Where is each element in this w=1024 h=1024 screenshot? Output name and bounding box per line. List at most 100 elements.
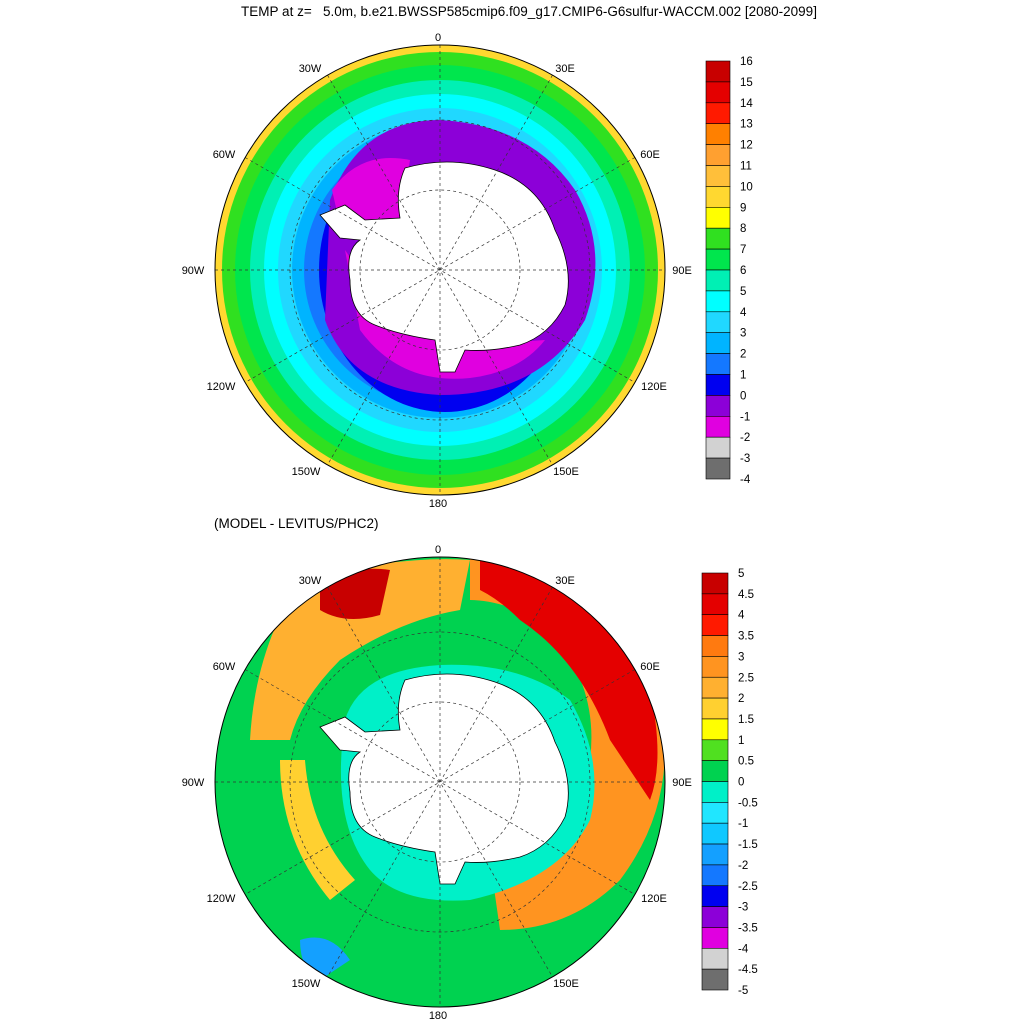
- top-colorbar-swatch: [705, 290, 731, 313]
- lon-label: 150W: [292, 466, 321, 478]
- lon-label: 0: [435, 32, 441, 44]
- top-meridians: [215, 45, 665, 495]
- top-colorbar-label: 0: [740, 390, 746, 402]
- top-colorbar-label: 7: [740, 244, 746, 256]
- bottom-colorbar-label: 4.5: [738, 589, 754, 601]
- top-colorbar-swatch: [705, 207, 731, 229]
- top-colorbar-label: -1: [740, 411, 750, 423]
- bottom-colorbar-label: 2: [738, 693, 744, 705]
- bottom-colorbar-label: -3.5: [738, 922, 758, 934]
- lon-label: 120E: [641, 381, 667, 393]
- figure-title: TEMP at z= 5.0m, b.e21.BWSSP585cmip6.f09…: [241, 4, 817, 19]
- top-colorbar-swatch: [705, 436, 731, 459]
- top-colorbar-label: 4: [740, 307, 747, 319]
- lon-label: 90E: [672, 777, 692, 789]
- lon-label: 90W: [182, 777, 205, 789]
- bottom-colorbar-swatch: [701, 864, 729, 887]
- bottom-colorbar-label: 0.5: [738, 756, 754, 768]
- lon-label: 120E: [641, 893, 667, 905]
- top-colorbar-label: 10: [740, 181, 753, 193]
- bottom-colorbar-label: 1: [738, 735, 744, 747]
- bottom-lat-circle: [359, 701, 521, 863]
- bottom-colorbar-swatch: [701, 885, 729, 907]
- bottom-colorbar-label: 2.5: [738, 672, 754, 684]
- top-colorbar-label: 13: [740, 119, 753, 131]
- bottom-lon-labels: 0 30E 60E 90E 120E 150E 180 150W 120W 90…: [182, 544, 692, 1022]
- bottom-colorbar-swatch: [701, 822, 729, 845]
- top-colorbar-label: 5: [740, 286, 746, 298]
- lon-label: 30W: [299, 63, 322, 75]
- lon-label: 150E: [553, 466, 579, 478]
- lon-label: 60E: [640, 661, 660, 673]
- top-colorbar-label: 8: [740, 223, 746, 235]
- lon-label: 60W: [213, 149, 236, 161]
- bottom-colorbar-swatch: [701, 635, 729, 657]
- top-lat-circle: [359, 189, 521, 351]
- bottom-colorbar-swatch: [701, 718, 729, 741]
- top-colorbar-label: 12: [740, 140, 753, 152]
- bottom-colorbar-label: -1: [738, 818, 748, 830]
- lon-label: 30E: [555, 575, 575, 587]
- bottom-colorbar-label: 4: [738, 610, 745, 622]
- antarctica: [319, 161, 569, 373]
- top-map: 0 30E 60E 90E 120E 150E 1 8 0 150W 120W 90…: [182, 32, 754, 510]
- lon-label: 90W: [182, 265, 205, 277]
- bottom-subtitle: (MODEL - LEVITUS/PHC2): [214, 516, 379, 531]
- top-colorbar-label: 15: [740, 77, 753, 89]
- bottom-yellow-band: [280, 760, 355, 900]
- bottom-map-border: [214, 556, 666, 1008]
- bottom-colorbar-swatch: [701, 802, 729, 824]
- top-colorbar-swatch: [705, 165, 731, 187]
- bottom-colorbar-swatch: [701, 968, 729, 991]
- bottom-colorbar-label: 3.5: [738, 631, 754, 643]
- bottom-colorbar-label: -0.5: [738, 797, 758, 809]
- top-colorbar-label: 1: [740, 370, 746, 382]
- bottom-colorbar-swatch: [701, 906, 729, 928]
- bottom-meridians: [215, 557, 665, 1007]
- antarctica: [319, 673, 569, 885]
- bottom-colorbar-label: 5: [738, 568, 744, 580]
- top-colorbar-swatch: [705, 144, 731, 166]
- top-map-field: [215, 45, 665, 495]
- lon-label: 60E: [640, 149, 660, 161]
- bottom-colorbar-swatch: [701, 760, 729, 782]
- bottom-colorbar-label: -3: [738, 902, 748, 914]
- top-colorbar-label: 11: [740, 161, 752, 173]
- lon-label: 150W: [292, 978, 321, 990]
- bottom-colorbar-label: 0: [738, 777, 744, 789]
- bottom-map-field: [215, 557, 665, 1007]
- bottom-colorbar-label: -1.5: [738, 839, 758, 851]
- top-colorbar-swatch: [705, 186, 731, 208]
- bottom-colorbar-label: 1.5: [738, 714, 754, 726]
- top-colorbar-swatch: [705, 311, 731, 333]
- bottom-colorbar: 5 4.5 4 3.5 3 2.5 2 1.5 1 0.5 0 -0.5 -1 -1.5 -2 -2.5 -3 -…: [701, 568, 758, 997]
- top-colorbar-label: 3: [740, 328, 746, 340]
- top-colorbar-label: -3: [740, 453, 750, 465]
- bottom-orange-west: [250, 559, 470, 740]
- top-colorbar-swatch: [705, 227, 731, 250]
- top-colorbar-label: -4: [740, 474, 751, 486]
- bottom-colorbar-swatch: [701, 843, 729, 866]
- bottom-colorbar-swatch: [701, 572, 729, 595]
- lon-label: 30W: [299, 575, 322, 587]
- top-colorbar-swatch: [705, 353, 731, 375]
- lon-label: 120W: [207, 381, 236, 393]
- top-colorbar-label: 14: [740, 98, 753, 110]
- top-colorbar-label: 9: [740, 202, 746, 214]
- lon-label: 30E: [555, 63, 575, 75]
- bottom-colorbar-label: -5: [738, 985, 748, 997]
- bottom-colorbar-swatch: [701, 593, 729, 615]
- top-colorbar-swatch: [705, 102, 731, 125]
- bottom-colorbar-swatch: [701, 676, 729, 699]
- top-lon-labels: 0 30E 60E 90E 120E 150E 180 150W 120W 90…: [182, 32, 692, 510]
- top-colorbar-label: 16: [740, 56, 753, 68]
- top-map-border: [214, 44, 666, 496]
- top-colorbar-swatch: [705, 415, 731, 438]
- lon-label: 90E: [672, 265, 692, 277]
- bottom-colorbar-swatch: [701, 656, 729, 678]
- bottom-colorbar-swatch: [701, 697, 729, 720]
- bottom-colorbar-label: 3: [738, 651, 744, 663]
- top-colorbar-label: -2: [740, 432, 750, 444]
